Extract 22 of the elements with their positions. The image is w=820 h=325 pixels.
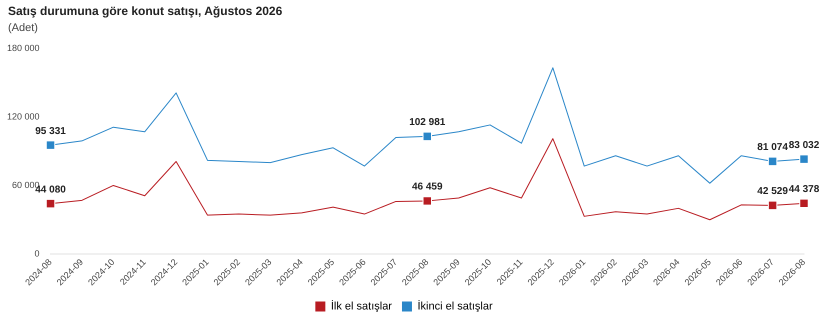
point (799, 198, 809, 208)
data-label: 44 378 (788, 184, 820, 196)
data-label: 83 032 (788, 140, 820, 151)
data-label: 81 074 (757, 142, 788, 154)
data-label: 42 529 (757, 186, 788, 198)
point (422, 132, 432, 142)
point (422, 196, 432, 206)
point (46, 140, 56, 150)
data-label: 102 981 (409, 117, 446, 128)
legend-label: İlk el satışlar (330, 300, 392, 313)
point (46, 198, 56, 208)
point (768, 156, 778, 166)
point (799, 154, 809, 164)
data-label: 46 459 (412, 182, 443, 193)
legend-label: İkinci el satışlar (417, 300, 493, 313)
point (768, 200, 778, 210)
data-label: 95 331 (35, 126, 66, 137)
y-tick-label: 180 000 (6, 42, 40, 53)
y-tick-label: 120 000 (6, 111, 40, 122)
y-tick-label: 0 (34, 248, 40, 258)
chart-title: Satış durumuna göre konut satışı, Ağustos 2026 (8, 4, 282, 18)
chart-subtitle: (Adet) (8, 22, 38, 34)
